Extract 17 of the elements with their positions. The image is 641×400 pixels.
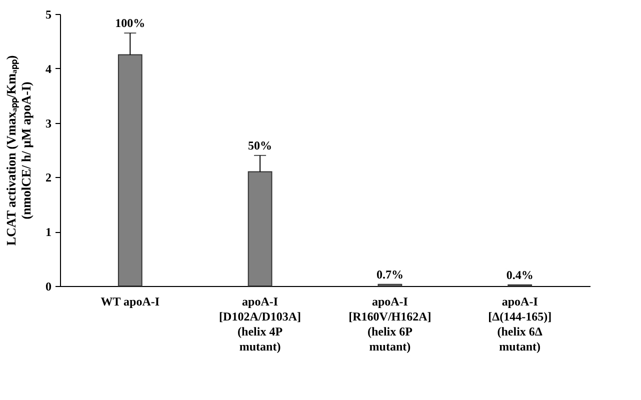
y-tick-label: 1 — [46, 225, 52, 240]
y-tick-label: 0 — [46, 280, 52, 294]
bar — [248, 171, 272, 286]
annotation: 0.7% — [376, 267, 404, 282]
annotation: 50% — [248, 138, 272, 152]
annotation: 100% — [115, 16, 146, 30]
x-tick-label: apoA-I [Δ(144-165)] (helix 6Δ mutant) — [488, 294, 552, 354]
y-tick-label: 5 — [46, 8, 52, 22]
y-tick-label: 2 — [46, 170, 52, 185]
x-tick-label: apoA-I [D102A/D103A] (helix 4P mutant) — [219, 294, 302, 354]
annotation: 0.4% — [506, 268, 534, 282]
y-tick-label: 4 — [46, 62, 52, 76]
y-tick-label: 3 — [46, 116, 52, 130]
x-tick-label: WT apoA-I — [100, 294, 160, 308]
bar — [118, 54, 142, 286]
y-axis-title: LCAT activation (Vmaxₐₚₚ/Kmₐₚₚ) (nmolCE/ h/ μM apoA-I) — [4, 55, 34, 246]
x-tick-label: apoA-I [R160V/H162A] (helix 6P mutant) — [348, 294, 432, 354]
